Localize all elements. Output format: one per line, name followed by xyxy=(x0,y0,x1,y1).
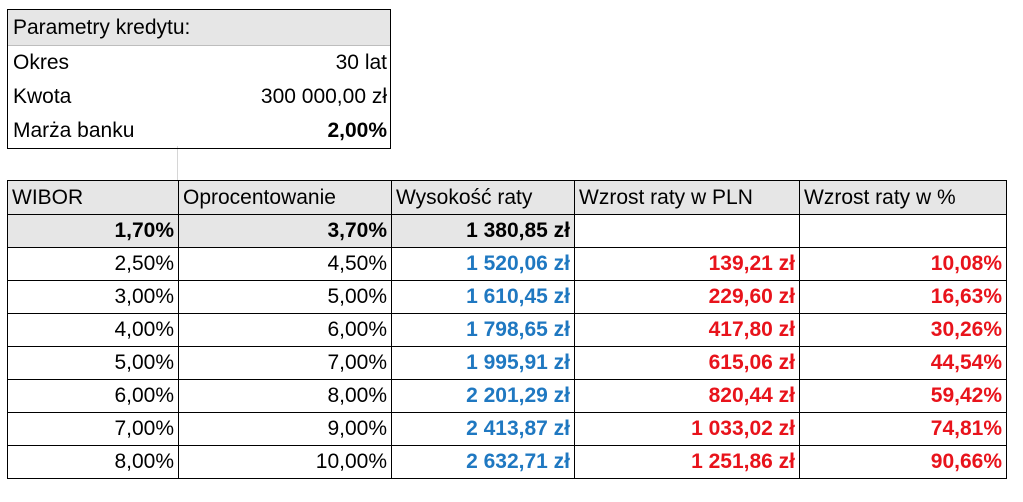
param-label: Okres xyxy=(13,51,70,74)
cell-interest-rate[interactable]: 8,00% xyxy=(178,379,392,413)
table-row-base: 1,70% 3,70% 1 380,85 zł xyxy=(7,214,1007,248)
cell-increase-pct[interactable]: 44,54% xyxy=(799,346,1007,380)
cell-increase-pln[interactable] xyxy=(574,214,800,248)
table-header-row: WIBOR Oprocentowanie Wysokość raty Wzros… xyxy=(7,180,1007,215)
cell-installment[interactable]: 1 798,65 zł xyxy=(391,313,575,347)
table-row: 7,00% 9,00% 2 413,87 zł 1 033,02 zł 74,8… xyxy=(7,412,1007,446)
cell-wibor[interactable]: 2,50% xyxy=(7,247,179,281)
cell-increase-pct[interactable]: 90,66% xyxy=(799,445,1007,479)
table-row: 8,00% 10,00% 2 632,71 zł 1 251,86 zł 90,… xyxy=(7,445,1007,479)
cell-interest-rate[interactable]: 7,00% xyxy=(178,346,392,380)
cell-increase-pln[interactable]: 229,60 zł xyxy=(574,280,800,314)
param-value: 2,00% xyxy=(327,119,387,142)
cell-increase-pct[interactable]: 16,63% xyxy=(799,280,1007,314)
header-installment[interactable]: Wysokość raty xyxy=(391,180,575,215)
header-interest-rate[interactable]: Oprocentowanie xyxy=(178,180,392,215)
cell-wibor[interactable]: 8,00% xyxy=(7,445,179,479)
loan-parameters-title[interactable]: Parametry kredytu: xyxy=(8,10,390,46)
cell-installment[interactable]: 1 610,45 zł xyxy=(391,280,575,314)
cell-installment[interactable]: 1 995,91 zł xyxy=(391,346,575,380)
cell-increase-pln[interactable]: 1 251,86 zł xyxy=(574,445,800,479)
cell-installment[interactable]: 2 632,71 zł xyxy=(391,445,575,479)
cell-increase-pln[interactable]: 417,80 zł xyxy=(574,313,800,347)
cell-increase-pct[interactable]: 59,42% xyxy=(799,379,1007,413)
param-value: 300 000,00 zł xyxy=(260,85,387,108)
cell-installment[interactable]: 2 413,87 zł xyxy=(391,412,575,446)
cell-wibor[interactable]: 3,00% xyxy=(7,280,179,314)
cell-increase-pln[interactable]: 820,44 zł xyxy=(574,379,800,413)
sheet-gridline xyxy=(177,146,178,180)
param-row-amount[interactable]: Kwota 300 000,00 zł xyxy=(8,80,390,114)
cell-increase-pln[interactable]: 615,06 zł xyxy=(574,346,800,380)
header-increase-pln[interactable]: Wzrost raty w PLN xyxy=(574,180,800,215)
installment-table: WIBOR Oprocentowanie Wysokość raty Wzros… xyxy=(7,180,1007,479)
cell-interest-rate[interactable]: 10,00% xyxy=(178,445,392,479)
cell-interest-rate[interactable]: 3,70% xyxy=(178,214,392,248)
cell-wibor[interactable]: 7,00% xyxy=(7,412,179,446)
cell-increase-pln[interactable]: 139,21 zł xyxy=(574,247,800,281)
loan-parameters-table: Parametry kredytu: Okres 30 lat Kwota 30… xyxy=(7,9,391,149)
cell-increase-pct[interactable]: 74,81% xyxy=(799,412,1007,446)
param-value: 30 lat xyxy=(335,51,387,74)
cell-installment[interactable]: 1 520,06 zł xyxy=(391,247,575,281)
cell-increase-pct[interactable] xyxy=(799,214,1007,248)
table-row: 3,00% 5,00% 1 610,45 zł 229,60 zł 16,63% xyxy=(7,280,1007,314)
cell-increase-pln[interactable]: 1 033,02 zł xyxy=(574,412,800,446)
cell-interest-rate[interactable]: 4,50% xyxy=(178,247,392,281)
header-increase-pct[interactable]: Wzrost raty w % xyxy=(799,180,1007,215)
cell-increase-pct[interactable]: 30,26% xyxy=(799,313,1007,347)
param-label: Kwota xyxy=(13,85,72,108)
cell-installment[interactable]: 2 201,29 zł xyxy=(391,379,575,413)
header-wibor[interactable]: WIBOR xyxy=(7,180,179,215)
param-row-margin[interactable]: Marża banku 2,00% xyxy=(8,114,390,148)
table-row: 4,00% 6,00% 1 798,65 zł 417,80 zł 30,26% xyxy=(7,313,1007,347)
table-row: 5,00% 7,00% 1 995,91 zł 615,06 zł 44,54% xyxy=(7,346,1007,380)
cell-interest-rate[interactable]: 5,00% xyxy=(178,280,392,314)
param-row-period[interactable]: Okres 30 lat xyxy=(8,46,390,80)
cell-installment[interactable]: 1 380,85 zł xyxy=(391,214,575,248)
cell-wibor[interactable]: 1,70% xyxy=(7,214,179,248)
cell-wibor[interactable]: 5,00% xyxy=(7,346,179,380)
cell-interest-rate[interactable]: 6,00% xyxy=(178,313,392,347)
cell-increase-pct[interactable]: 10,08% xyxy=(799,247,1007,281)
table-row: 6,00% 8,00% 2 201,29 zł 820,44 zł 59,42% xyxy=(7,379,1007,413)
cell-wibor[interactable]: 4,00% xyxy=(7,313,179,347)
table-row: 2,50% 4,50% 1 520,06 zł 139,21 zł 10,08% xyxy=(7,247,1007,281)
cell-wibor[interactable]: 6,00% xyxy=(7,379,179,413)
param-label: Marża banku xyxy=(13,119,135,142)
cell-interest-rate[interactable]: 9,00% xyxy=(178,412,392,446)
